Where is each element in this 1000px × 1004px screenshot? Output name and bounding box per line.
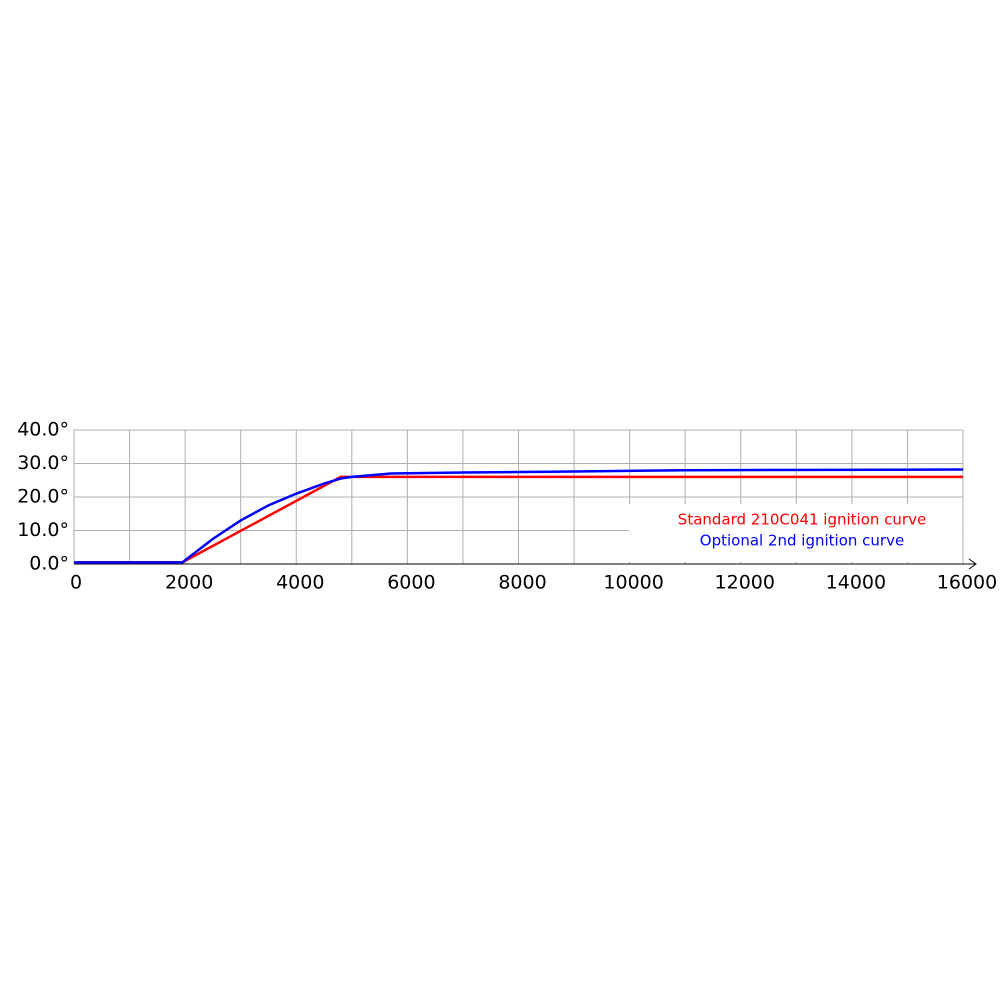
- x-tick-label: 0: [70, 572, 82, 594]
- x-tick-label: 10000: [603, 572, 663, 594]
- y-tick-label: 0.0°: [29, 553, 69, 575]
- x-tick-label: 8000: [498, 572, 546, 594]
- x-tick-label: 16000: [937, 572, 997, 594]
- legend-entry: Optional 2nd ignition curve: [700, 532, 904, 550]
- y-tick-label: 20.0°: [17, 486, 69, 508]
- x-tick-label: 2000: [165, 572, 213, 594]
- legend-box: [629, 504, 962, 562]
- y-tick-label: 40.0°: [17, 419, 69, 441]
- y-tick-label: 10.0°: [17, 519, 69, 541]
- x-tick-label: 6000: [387, 572, 435, 594]
- x-tick-label: 14000: [826, 572, 886, 594]
- series-line: [74, 468, 964, 564]
- legend-entry: Standard 210C041 ignition curve: [678, 511, 926, 529]
- y-tick-label: 30.0°: [17, 452, 69, 474]
- x-tick-label: 12000: [715, 572, 775, 594]
- legend: Standard 210C041 ignition curve Optional …: [629, 504, 962, 562]
- x-tick-label: 4000: [276, 572, 324, 594]
- axis-arrow: [968, 558, 977, 570]
